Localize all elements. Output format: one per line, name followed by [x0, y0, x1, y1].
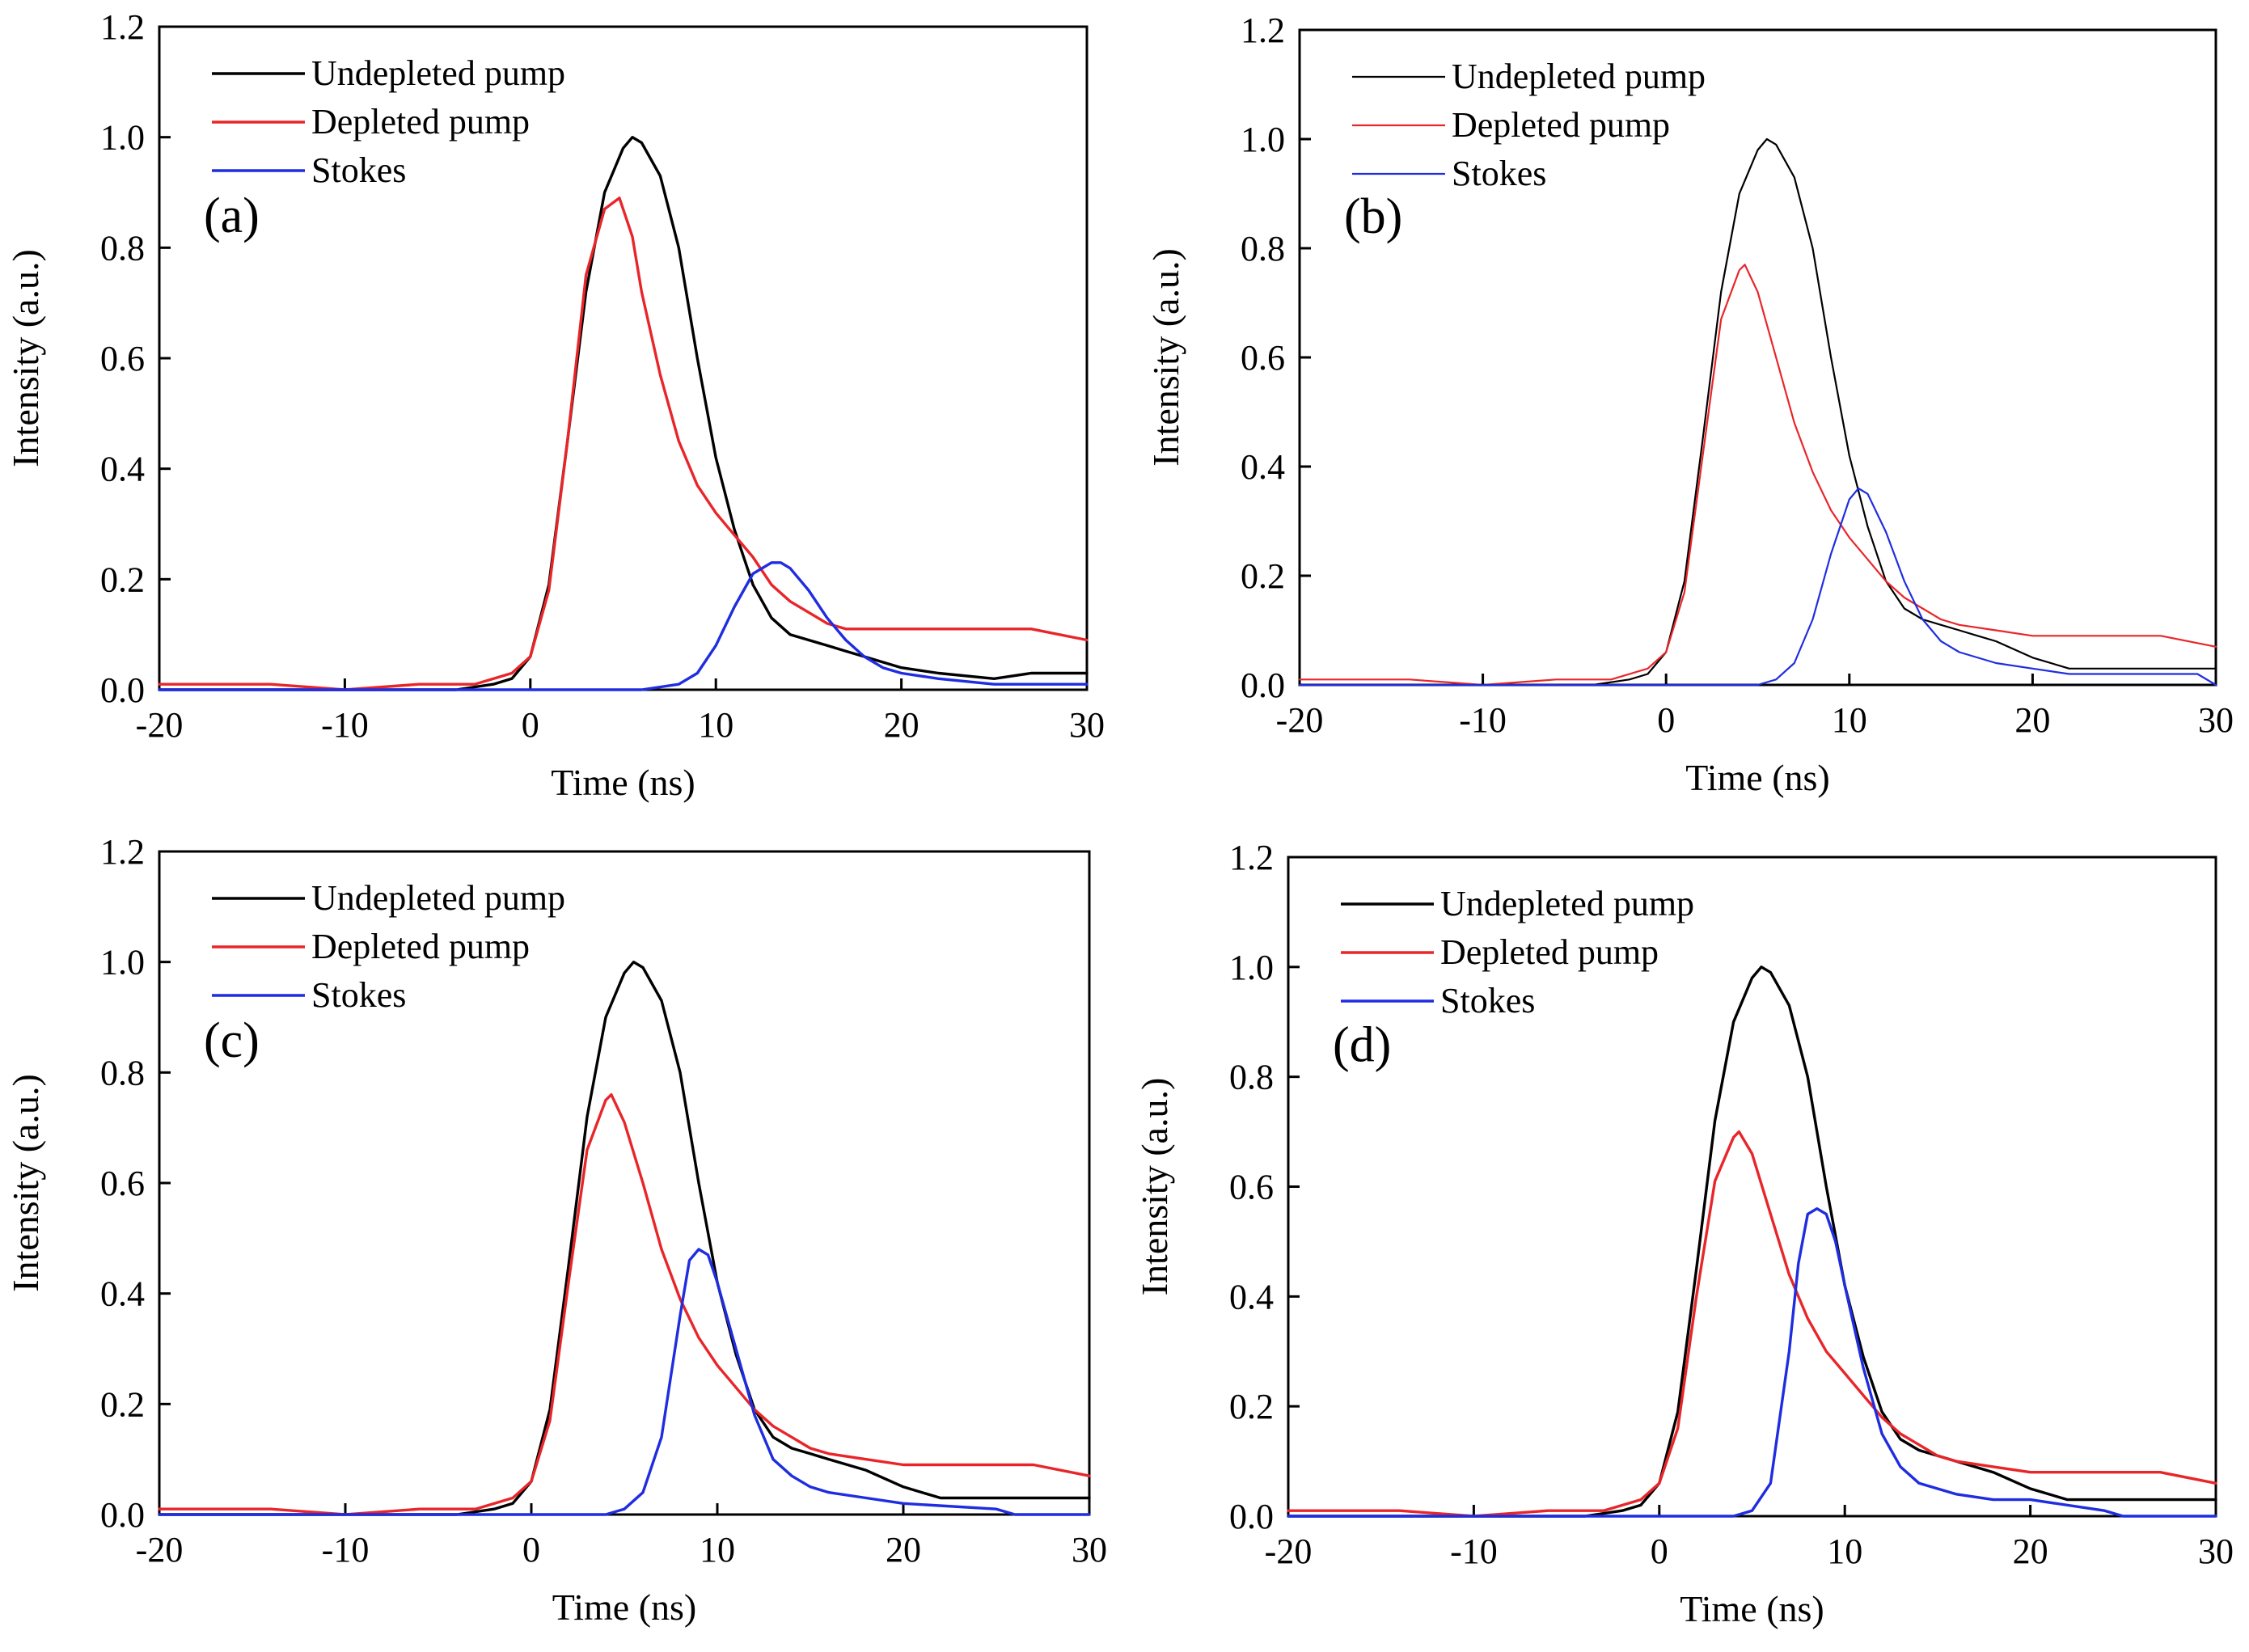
y-tick-label: 0.0 — [1229, 1497, 1274, 1536]
x-tick-label: 0 — [1651, 1532, 1668, 1571]
y-tick-label: 0.8 — [100, 228, 145, 268]
x-tick-label: 10 — [1832, 700, 1867, 740]
x-tick-label: 30 — [2198, 1532, 2234, 1571]
legend-label-depleted-pump: Depleted pump — [1452, 105, 1670, 145]
legend-label-stokes: Stokes — [311, 150, 406, 190]
panel-a: -20 -10 0 10 20 30 0.0 0.2 0.4 0.6 0.8 1.0 1.2 Time (… — [5, 7, 1105, 803]
series-line-undepleted-pump — [1287, 965, 2217, 1518]
y-tick-label: 1.0 — [100, 118, 145, 158]
y-tick-label: 0.0 — [100, 670, 145, 710]
y-tick-label: 1.2 — [100, 7, 145, 47]
x-tick-label: 30 — [1072, 1530, 1107, 1570]
x-tick-label: 30 — [1069, 705, 1105, 745]
y-tick-label: 0.2 — [1229, 1387, 1274, 1426]
y-tick-label: 0.4 — [100, 1274, 145, 1314]
panel-label: (c) — [204, 1013, 260, 1068]
x-tick-label: -20 — [1276, 700, 1324, 740]
panel-label: (a) — [204, 188, 260, 243]
legend-label-depleted-pump: Depleted pump — [311, 927, 530, 966]
series-line-stokes — [158, 561, 1089, 691]
series-line-undepleted-pump — [158, 960, 1091, 1516]
x-tick-label: -10 — [1450, 1532, 1498, 1571]
y-tick-label: 0.6 — [100, 339, 145, 378]
series-line-depleted-pump — [1298, 264, 2217, 687]
y-axis-label: Intensity (a.u.) — [1145, 248, 1186, 467]
y-tick-label: 0.6 — [1241, 338, 1285, 378]
y-tick-label: 0.2 — [100, 1384, 145, 1424]
plot-frame — [158, 850, 1091, 1516]
series-line-depleted-pump — [1287, 1130, 2217, 1518]
series-line-stokes — [1287, 1206, 2217, 1518]
y-tick-label: 0.4 — [1241, 447, 1285, 487]
x-tick-label: -20 — [136, 705, 184, 745]
legend-label-stokes: Stokes — [1452, 154, 1546, 193]
y-tick-label: 0.6 — [1229, 1168, 1274, 1207]
series-line-stokes — [158, 1248, 1091, 1516]
x-tick-label: 0 — [1657, 700, 1675, 740]
x-tick-label: 20 — [886, 1530, 921, 1570]
y-axis-label: Intensity (a.u.) — [1134, 1078, 1175, 1296]
x-axis-label: Time (ns) — [1680, 1588, 1824, 1629]
plot-frame — [158, 25, 1089, 691]
y-tick-label: 0.8 — [1229, 1058, 1274, 1097]
x-tick-label: 20 — [2014, 700, 2050, 740]
series-line-depleted-pump — [158, 196, 1089, 691]
x-tick-label: -10 — [1459, 700, 1507, 740]
x-tick-label: 30 — [2198, 700, 2234, 740]
y-tick-label: 0.0 — [100, 1495, 145, 1535]
series-line-depleted-pump — [158, 1092, 1091, 1516]
x-tick-label: 10 — [1827, 1532, 1862, 1571]
legend-label-depleted-pump: Depleted pump — [311, 102, 530, 142]
y-tick-label: 0.8 — [100, 1053, 145, 1092]
x-axis-label: Time (ns) — [1685, 757, 1830, 798]
y-tick-label: 1.0 — [1241, 120, 1285, 159]
y-tick-label: 0.0 — [1241, 665, 1285, 705]
x-tick-label: 10 — [700, 1530, 735, 1570]
y-axis-label: Intensity (a.u.) — [5, 249, 46, 467]
y-tick-label: 0.8 — [1241, 229, 1285, 268]
legend-label-stokes: Stokes — [311, 975, 406, 1015]
y-tick-label: 1.0 — [1229, 948, 1274, 987]
panel-label: (b) — [1344, 189, 1402, 244]
x-tick-label: -10 — [321, 705, 369, 745]
legend-label-undepleted-pump: Undepleted pump — [311, 53, 565, 93]
legend-label-stokes: Stokes — [1440, 981, 1535, 1020]
panel-d: -20 -10 0 10 20 30 0.0 0.2 0.4 0.6 0.8 1.0 1.2 Time (… — [1134, 838, 2234, 1629]
y-tick-label: 0.4 — [1229, 1277, 1274, 1316]
series-line-undepleted-pump — [1298, 137, 2217, 687]
y-tick-label: 0.2 — [100, 560, 145, 599]
plot-frame — [1298, 28, 2217, 687]
y-tick-label: 0.4 — [100, 450, 145, 489]
series-line-undepleted-pump — [158, 135, 1089, 691]
x-tick-label: 20 — [884, 705, 919, 745]
legend-label-depleted-pump: Depleted pump — [1440, 932, 1659, 972]
panel-c: -20 -10 0 10 20 30 0.0 0.2 0.4 0.6 0.8 1.0 1.2 Time (… — [5, 832, 1107, 1628]
x-axis-label: Time (ns) — [552, 1587, 697, 1628]
y-axis-label: Intensity (a.u.) — [5, 1074, 46, 1292]
x-tick-label: -20 — [136, 1530, 184, 1570]
legend-label-undepleted-pump: Undepleted pump — [311, 878, 565, 918]
x-tick-label: 10 — [698, 705, 733, 745]
legend-label-undepleted-pump: Undepleted pump — [1452, 57, 1706, 96]
x-tick-label: 0 — [522, 1530, 540, 1570]
y-tick-label: 0.2 — [1241, 556, 1285, 596]
series-line-stokes — [1298, 487, 2217, 687]
y-tick-label: 1.2 — [100, 832, 145, 872]
panel-label: (d) — [1333, 1018, 1391, 1073]
legend-label-undepleted-pump: Undepleted pump — [1440, 884, 1694, 923]
panel-b: -20 -10 0 10 20 30 0.0 0.2 0.4 0.6 0.8 1.0 1.2 Time (… — [1145, 11, 2234, 798]
x-tick-label: 0 — [522, 705, 539, 745]
y-tick-label: 1.0 — [100, 943, 145, 982]
plot-frame — [1287, 856, 2217, 1518]
y-tick-label: 0.6 — [100, 1164, 145, 1203]
x-axis-label: Time (ns) — [551, 762, 695, 803]
x-tick-label: -10 — [322, 1530, 370, 1570]
x-tick-label: 20 — [2013, 1532, 2048, 1571]
y-tick-label: 1.2 — [1241, 11, 1285, 50]
y-tick-label: 1.2 — [1229, 838, 1274, 877]
x-tick-label: -20 — [1265, 1532, 1313, 1571]
